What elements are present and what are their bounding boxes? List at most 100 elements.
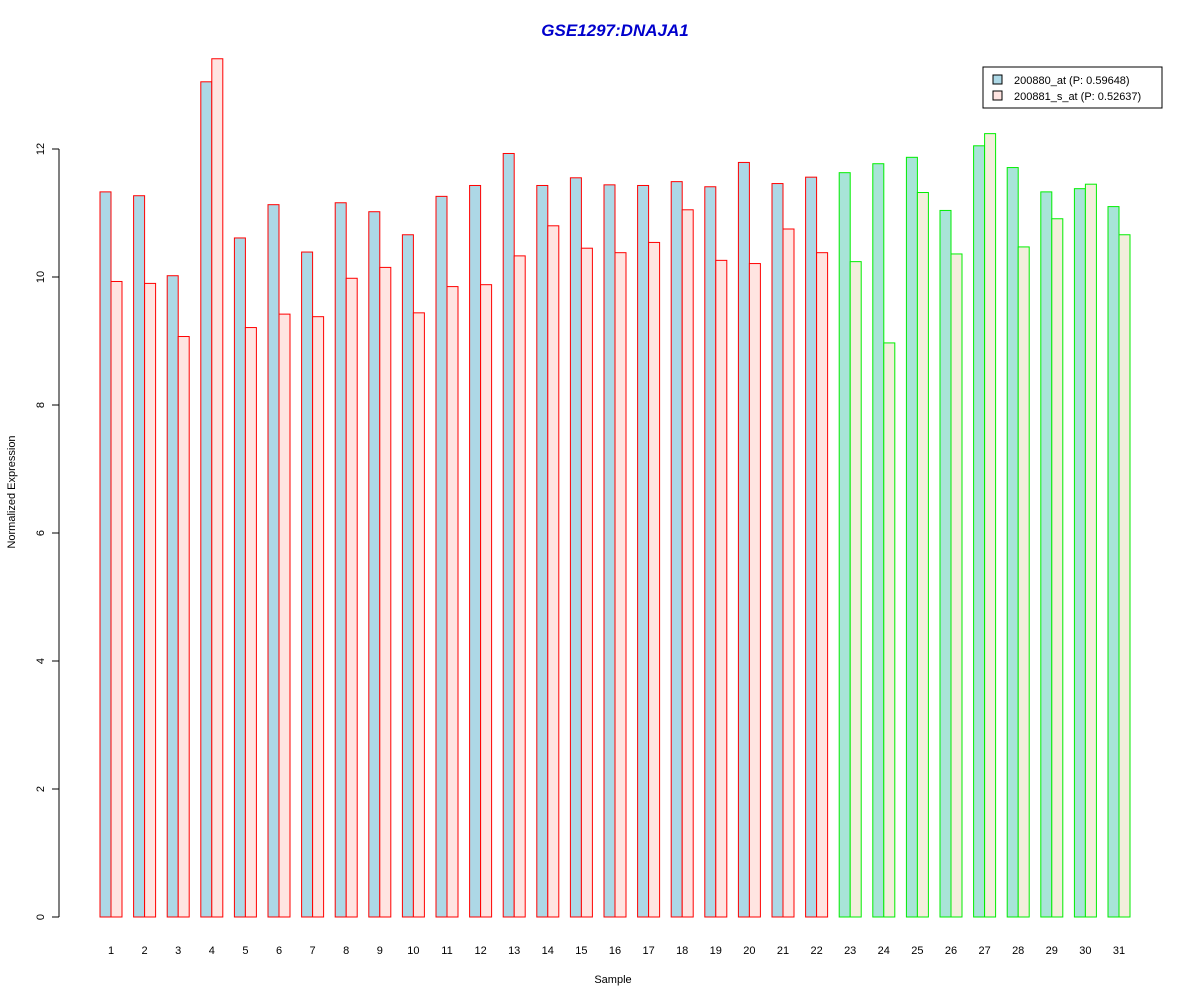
bar-s1-7 [301, 251, 314, 918]
bar-s2-4 [211, 58, 224, 918]
bar-s2-11 [446, 286, 459, 918]
legend: 200880_at (P: 0.59648) 200881_s_at (P: 0.… [982, 66, 1163, 109]
bar-s1-2 [133, 195, 146, 918]
legend-box [982, 66, 1163, 109]
bar-s1-25 [905, 156, 918, 918]
bar-s2-2 [144, 282, 157, 918]
bar-s2-26 [950, 253, 963, 918]
x-tick-label-12: 12 [474, 945, 486, 957]
bar-s1-8 [334, 202, 347, 918]
x-tick-label-10: 10 [407, 945, 419, 957]
x-tick-label-16: 16 [609, 945, 621, 957]
y-tick-label-0: 0 [35, 914, 47, 920]
x-tick-label-26: 26 [945, 945, 957, 957]
y-tick-label-3: 6 [35, 530, 47, 536]
bar-s2-22 [816, 252, 829, 918]
bar-s2-5 [244, 327, 257, 918]
x-tick-label-8: 8 [343, 945, 349, 957]
x-axis-label: Sample [594, 974, 631, 986]
bar-s1-24 [872, 163, 885, 918]
bar-s2-16 [614, 252, 627, 918]
y-axis: 0 2 4 6 8 10 12 [35, 143, 60, 920]
bar-s1-16 [603, 184, 616, 918]
x-tick-label-22: 22 [810, 945, 822, 957]
bar-s1-6 [267, 204, 280, 918]
bar-s1-3 [166, 275, 179, 918]
bar-s2-29 [1051, 218, 1064, 918]
legend-label-1: 200880_at (P: 0.59648) [1014, 75, 1130, 87]
legend-label-2: 200881_s_at (P: 0.52637) [1014, 91, 1141, 103]
bar-s2-18 [681, 209, 694, 918]
bar-s2-19 [715, 259, 728, 918]
x-tick-label-31: 31 [1113, 945, 1125, 957]
bar-s2-23 [849, 261, 862, 918]
bar-s2-7 [312, 316, 325, 918]
bar-s2-17 [648, 241, 661, 918]
bar-s1-31 [1107, 206, 1120, 918]
x-tick-labels: 1 2 3 4 5 6 7 8 9 10 11 12 13 14 15 16 17 18 19 20 21 22 23 24 2… [108, 945, 1125, 957]
bar-s1-29 [1040, 191, 1053, 918]
bar-s1-30 [1073, 188, 1086, 918]
bar-s2-9 [379, 266, 392, 918]
bars-group [99, 58, 1131, 918]
x-tick-label-19: 19 [710, 945, 722, 957]
bar-s2-15 [580, 247, 593, 918]
legend-swatch-2 [992, 90, 1003, 101]
legend-swatch-1 [992, 74, 1003, 85]
y-tick-label-1: 2 [35, 786, 47, 792]
bar-s2-27 [984, 133, 997, 918]
y-tick-label-6: 12 [35, 143, 47, 155]
x-tick-label-25: 25 [911, 945, 923, 957]
x-tick-label-14: 14 [542, 945, 554, 957]
bar-s2-21 [782, 228, 795, 918]
y-axis-label: Normalized Expression [6, 435, 18, 548]
x-tick-label-18: 18 [676, 945, 688, 957]
x-tick-label-13: 13 [508, 945, 520, 957]
x-tick-label-28: 28 [1012, 945, 1024, 957]
x-tick-label-1: 1 [108, 945, 114, 957]
bar-s1-12 [469, 184, 482, 918]
bar-s1-28 [1006, 167, 1019, 918]
bar-s1-20 [737, 161, 750, 918]
x-tick-label-6: 6 [276, 945, 282, 957]
x-tick-label-17: 17 [642, 945, 654, 957]
bar-s1-14 [536, 184, 549, 918]
x-tick-label-7: 7 [310, 945, 316, 957]
x-tick-label-29: 29 [1046, 945, 1058, 957]
x-tick-label-4: 4 [209, 945, 215, 957]
y-tick-label-2: 4 [35, 658, 47, 664]
bar-s1-21 [771, 183, 784, 918]
bar-s1-23 [838, 172, 851, 918]
bar-s2-12 [480, 284, 493, 918]
bar-s1-10 [401, 234, 414, 918]
x-tick-label-15: 15 [575, 945, 587, 957]
bar-s2-6 [278, 313, 291, 918]
bar-s1-15 [569, 177, 582, 918]
x-tick-label-9: 9 [377, 945, 383, 957]
bar-s1-13 [502, 152, 515, 918]
bar-s2-20 [748, 263, 761, 918]
bar-s1-9 [368, 211, 381, 918]
bar-s1-22 [805, 176, 818, 918]
x-tick-label-21: 21 [777, 945, 789, 957]
x-tick-label-3: 3 [175, 945, 181, 957]
bar-s2-13 [513, 255, 526, 918]
chart-title: GSE1297:DNAJA1 [541, 21, 688, 40]
bar-s1-27 [973, 145, 986, 918]
bar-s2-14 [547, 225, 560, 918]
bar-s1-4 [200, 81, 213, 918]
x-tick-label-2: 2 [142, 945, 148, 957]
bar-s1-18 [670, 181, 683, 918]
bar-s2-3 [177, 336, 190, 918]
y-tick-label-4: 8 [35, 402, 47, 408]
x-tick-label-24: 24 [878, 945, 890, 957]
bar-s2-24 [883, 342, 896, 918]
x-tick-label-30: 30 [1079, 945, 1091, 957]
x-tick-label-23: 23 [844, 945, 856, 957]
bar-s2-8 [345, 277, 358, 918]
bar-s1-1 [99, 191, 112, 918]
bar-s1-19 [704, 186, 717, 918]
x-tick-label-27: 27 [978, 945, 990, 957]
bar-s2-10 [412, 312, 425, 918]
